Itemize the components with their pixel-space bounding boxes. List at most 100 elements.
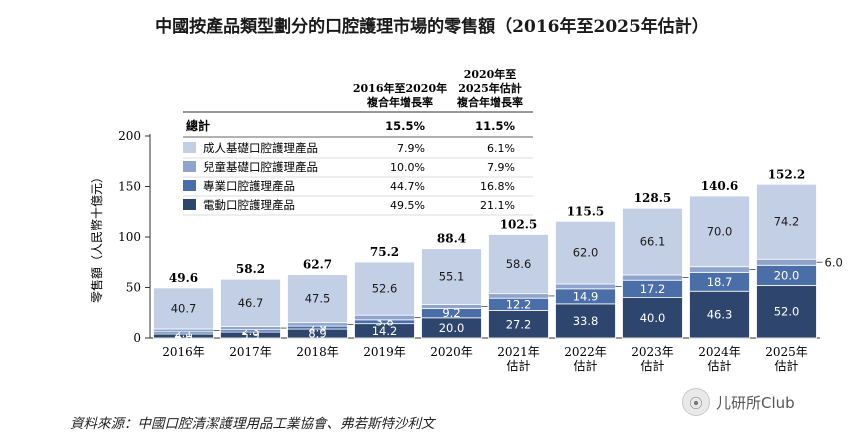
bar-segment [555,303,616,339]
y-tick-label: 150 [118,180,141,194]
bar-segment [622,274,683,281]
legend-total-label: 總計 [186,118,210,133]
data-label: 27.2 [506,317,532,331]
legend-swatch [183,161,196,172]
x-tick-label: 估計 [640,358,664,373]
data-label: 46.3 [707,308,733,322]
x-tick-label: 2024年 [698,345,741,359]
chart-title: 中國按產品類型劃分的口腔護理市場的零售額（2016年至2025年估計） [155,16,709,37]
y-tick-label: 0 [133,331,141,345]
legend-cagr2: 16.8% [480,180,515,193]
x-tick-label: 估計 [573,358,597,373]
data-label: 20.0 [774,268,800,282]
legend-col1-header: 2016年至2020年 [353,81,447,95]
x-tick-label: 2022年 [564,345,607,359]
data-label: 52.0 [774,305,800,319]
data-label: 70.0 [707,224,733,238]
legend-total-cagr1: 15.5% [385,119,425,133]
legend-swatch [183,180,196,191]
legend-col1-header: 複合年增長率 [366,95,433,109]
data-label: 8.9 [308,327,326,341]
legend-cagr1: 49.5% [390,199,425,212]
legend-cagr2: 21.1% [480,199,515,212]
legend-label: 成人基礎口腔護理產品 [203,141,318,155]
x-tick-label: 估計 [774,358,798,373]
data-label: 47.5 [305,292,331,306]
x-tick-label: 2020年 [430,345,473,359]
data-label: 40.7 [171,301,197,315]
bar-segment [488,234,549,295]
total-label: 58.2 [236,262,265,276]
data-label: 20.0 [439,321,465,335]
data-label: 62.0 [573,246,599,260]
legend-swatch [183,199,196,210]
x-tick-label: 2016年 [162,345,205,359]
legend-cagr2: 6.1% [487,142,515,155]
bar-segment [756,258,817,266]
total-label: 49.6 [169,271,198,285]
data-label: 46.7 [238,296,264,310]
bar-segment [153,328,214,333]
y-tick-label: 200 [118,129,141,143]
bar-segment [287,274,348,324]
legend-col2-header: 2020年至 [464,67,517,81]
total-label: 75.2 [370,245,399,259]
data-label: 40.0 [640,311,666,325]
y-axis-label: 零售額（人民幣十億元） [89,171,104,303]
legend-cagr1: 10.0% [390,161,425,174]
x-tick-label: 2021年 [497,345,540,359]
legend-cagr2: 7.9% [487,161,515,174]
legend-label: 專業口腔護理產品 [203,179,295,193]
bar-segment [689,195,750,268]
y-tick-label: 100 [118,230,141,244]
bar-segment [153,287,214,330]
wechat-icon: ⦿ [682,388,710,416]
data-label: 66.1 [640,235,666,249]
bar-segment [689,266,750,273]
total-label: 128.5 [634,191,672,205]
total-label: 62.7 [303,258,332,272]
data-label: 9.2 [442,306,460,320]
x-tick-label: 估計 [707,358,731,373]
legend-swatch [183,142,196,153]
data-label: 52.6 [372,282,398,296]
bar-segment [555,220,616,285]
bar-segment [421,248,482,305]
bar-segment [287,322,348,327]
legend-col2-header: 複合年增長率 [456,95,523,109]
bar-segment [488,310,549,339]
total-label: 140.6 [701,179,739,193]
total-label: 88.4 [437,232,466,246]
data-label: 18.7 [707,275,733,289]
bar-segment [220,325,281,331]
x-tick-label: 2025年 [765,345,808,359]
bar-segment [622,207,683,276]
bar-segment [421,303,482,309]
data-label: 14.9 [573,289,599,303]
watermark-text: 儿研所Club [716,393,795,412]
bar-segment [756,285,817,339]
data-label: 33.8 [573,314,599,328]
legend-cagr1: 7.9% [397,142,425,155]
data-label: 74.2 [774,215,800,229]
legend-cagr1: 44.7% [390,180,425,193]
data-label: 12.2 [506,297,532,311]
legend-col2-header: 2025年估計 [458,81,522,95]
total-label: 152.2 [768,167,806,181]
total-label: 115.5 [567,204,605,218]
bar-segment [354,261,415,316]
x-tick-label: 2023年 [631,345,674,359]
bar-segment [756,183,817,260]
source-note: 資料來源：中國口腔清潔護理用品工業協會、弗若斯特沙利文 [70,416,435,432]
x-tick-label: 2017年 [229,345,272,359]
bar-segment [488,293,549,299]
x-tick-label: 2019年 [363,345,406,359]
bar-segment [555,283,616,290]
bar-segment [354,314,415,321]
legend-label: 電動口腔護理產品 [203,198,295,212]
total-label: 102.5 [500,217,538,231]
legend-label: 兒童基礎口腔護理產品 [203,160,318,174]
x-tick-label: 2018年 [296,345,339,359]
bar-segment [220,278,281,327]
